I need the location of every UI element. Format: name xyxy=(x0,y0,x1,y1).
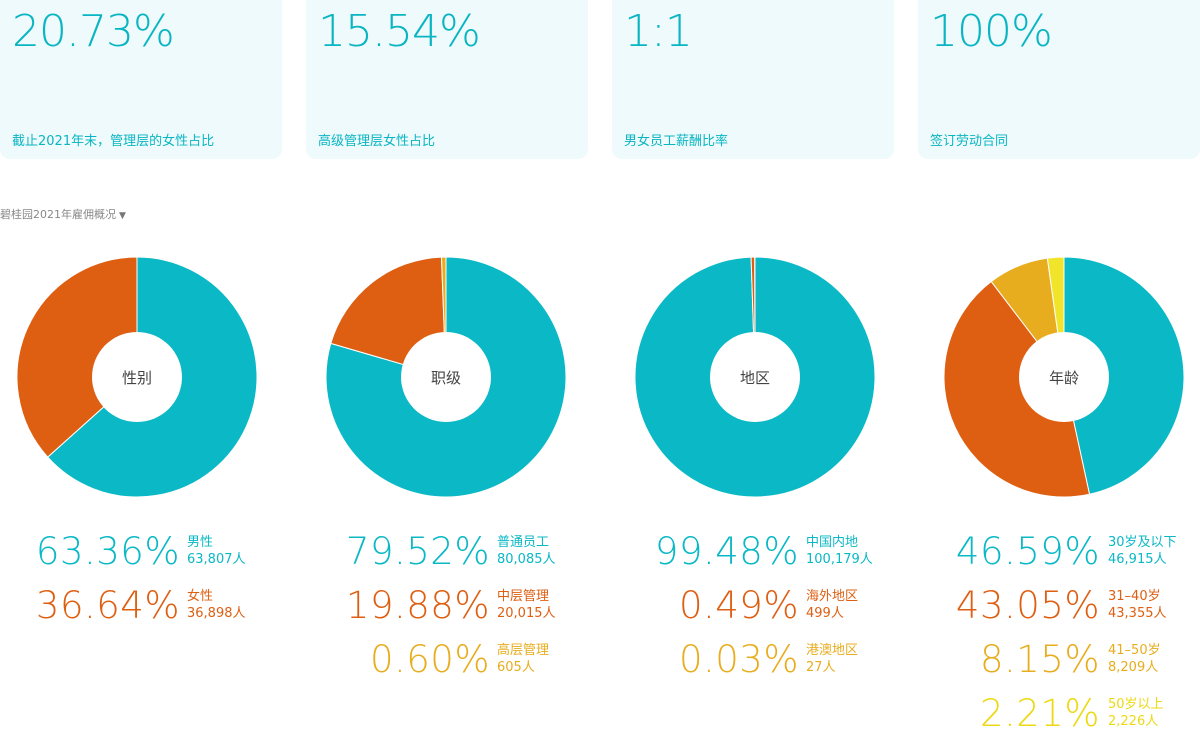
legend-category: 中国内地 xyxy=(806,534,873,551)
legend-category: 男性 xyxy=(187,534,246,551)
donut-center-label: 职级 xyxy=(401,332,491,422)
legend-row: 0.03% xyxy=(600,640,799,684)
legend-row: 46.59% xyxy=(900,532,1100,576)
legend-info: 中国内地 100,179人 xyxy=(806,534,873,568)
legend-count: 46,915人 xyxy=(1108,551,1177,568)
legend-row: 99.48% xyxy=(600,532,799,576)
legend-count: 8,209人 xyxy=(1108,659,1161,676)
card-value: 100% xyxy=(930,6,1052,57)
legend-category: 50岁以上 xyxy=(1108,696,1164,713)
legend-percent: 99.48% xyxy=(655,532,799,572)
dropdown-arrow-icon: ▼ xyxy=(119,211,126,221)
legend-count: 80,085人 xyxy=(497,551,556,568)
legend-info: 高层管理 605人 xyxy=(497,642,549,676)
level-donut-chart: 职级 xyxy=(325,256,567,498)
stat-card: 20.73% 截止2021年末，管理层的女性占比 xyxy=(0,0,282,159)
region-donut-chart: 地区 xyxy=(634,256,876,498)
legend-category: 女性 xyxy=(187,588,246,605)
legend-category: 普通员工 xyxy=(497,534,556,551)
legend-percent: 0.60% xyxy=(370,640,490,680)
legend-percent: 19.88% xyxy=(346,586,490,626)
legend-info: 中层管理 20,015人 xyxy=(497,588,556,622)
legend-count: 605人 xyxy=(497,659,549,676)
legend-percent: 43.05% xyxy=(956,586,1100,626)
donut-center-label: 性别 xyxy=(92,332,182,422)
legend-count: 499人 xyxy=(806,605,858,622)
card-label: 高级管理层女性占比 xyxy=(318,130,435,149)
legend-count: 36,898人 xyxy=(187,605,246,622)
legend-info: 31–40岁 43,355人 xyxy=(1108,588,1167,622)
legend-count: 63,807人 xyxy=(187,551,246,568)
legend-percent: 79.52% xyxy=(346,532,490,572)
legend-row: 8.15% xyxy=(900,640,1100,684)
legend-percent: 46.59% xyxy=(956,532,1100,572)
legend-row: 0.60% xyxy=(300,640,490,684)
legend-row: 36.64% xyxy=(0,586,180,630)
stat-card: 1:1 男女员工薪酬比率 xyxy=(612,0,894,159)
legend-count: 100,179人 xyxy=(806,551,873,568)
legend-row: 19.88% xyxy=(300,586,490,630)
legend-percent: 36.64% xyxy=(36,586,180,626)
legend-category: 高层管理 xyxy=(497,642,549,659)
legend-row: 2.21% xyxy=(900,694,1100,730)
gender-donut-chart: 性别 xyxy=(16,256,258,498)
legend-row: 79.52% xyxy=(300,532,490,576)
legend-info: 海外地区 499人 xyxy=(806,588,858,622)
legend-info: 普通员工 80,085人 xyxy=(497,534,556,568)
card-label: 签订劳动合同 xyxy=(930,130,1008,149)
legend-count: 27人 xyxy=(806,659,858,676)
stat-card: 100% 签订劳动合同 xyxy=(918,0,1200,159)
card-value: 20.73% xyxy=(12,6,174,57)
legend-category: 31–40岁 xyxy=(1108,588,1167,605)
legend-row: 0.49% xyxy=(600,586,799,630)
section-dropdown[interactable]: 碧桂园2021年雇佣概况▼ xyxy=(0,206,126,222)
section-title: 碧桂园2021年雇佣概况 xyxy=(0,208,116,221)
card-label: 截止2021年末，管理层的女性占比 xyxy=(12,130,214,149)
legend-category: 41–50岁 xyxy=(1108,642,1161,659)
card-value: 15.54% xyxy=(318,6,480,57)
legend-count: 43,355人 xyxy=(1108,605,1167,622)
donut-center-label: 年龄 xyxy=(1019,332,1109,422)
legend-category: 海外地区 xyxy=(806,588,858,605)
card-label: 男女员工薪酬比率 xyxy=(624,130,728,149)
legend-row: 43.05% xyxy=(900,586,1100,630)
legend-info: 港澳地区 27人 xyxy=(806,642,858,676)
legend-percent: 63.36% xyxy=(36,532,180,572)
legend-row: 63.36% xyxy=(0,532,180,576)
legend-percent: 2.21% xyxy=(980,694,1100,734)
age-donut-chart: 年龄 xyxy=(943,256,1185,498)
legend-info: 41–50岁 8,209人 xyxy=(1108,642,1161,676)
legend-percent: 8.15% xyxy=(980,640,1100,680)
card-value: 1:1 xyxy=(624,6,692,57)
legend-category: 30岁及以下 xyxy=(1108,534,1177,551)
legend-category: 中层管理 xyxy=(497,588,556,605)
legend-count: 2,226人 xyxy=(1108,713,1164,730)
legend-percent: 0.03% xyxy=(679,640,799,680)
legend-info: 50岁以上 2,226人 xyxy=(1108,696,1164,730)
legend-info: 女性 36,898人 xyxy=(187,588,246,622)
donut-center-label: 地区 xyxy=(710,332,800,422)
stat-card: 15.54% 高级管理层女性占比 xyxy=(306,0,588,159)
legend-percent: 0.49% xyxy=(679,586,799,626)
legend-info: 30岁及以下 46,915人 xyxy=(1108,534,1177,568)
legend-info: 男性 63,807人 xyxy=(187,534,246,568)
legend-category: 港澳地区 xyxy=(806,642,858,659)
legend-count: 20,015人 xyxy=(497,605,556,622)
